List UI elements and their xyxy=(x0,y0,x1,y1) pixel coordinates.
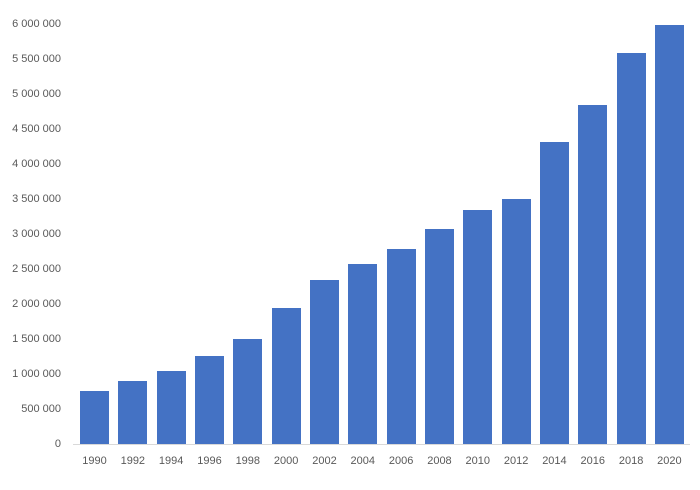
y-axis-tick-label: 2 500 000 xyxy=(12,262,61,275)
y-axis: 0 500 000 1 000 000 1 500 000 2 000 000 2 500… xyxy=(0,18,61,450)
x-axis-label-2004: 2004 xyxy=(350,455,376,467)
bar-2012 xyxy=(501,199,531,444)
y-axis-tick-label: 5 000 000 xyxy=(12,87,61,100)
y-axis-tick-label: 1 500 000 xyxy=(12,332,61,345)
y-axis-tick-label: 2 000 000 xyxy=(12,297,61,310)
y-axis-tick-label: 0 xyxy=(54,437,61,450)
y-axis-tick-label: 4 000 000 xyxy=(12,157,61,170)
x-axis-label-2014: 2014 xyxy=(542,455,567,467)
bar-1996 xyxy=(194,355,224,444)
bar-2020 xyxy=(654,24,684,444)
x-axis-label-2002: 2002 xyxy=(312,455,337,467)
x-axis-label-1996: 1996 xyxy=(197,455,222,467)
y-axis-tick-label: 4 500 000 xyxy=(12,122,61,135)
x-axis-label-2008: 2008 xyxy=(427,455,452,467)
bar-2006 xyxy=(386,249,416,444)
plot-area xyxy=(73,24,690,445)
bar-2008 xyxy=(424,229,454,444)
bar-1994 xyxy=(156,370,186,444)
bar-1992 xyxy=(118,380,148,444)
x-axis-label-2006: 2006 xyxy=(388,455,414,467)
y-axis-tick-label: 500 000 xyxy=(21,402,61,415)
bar-2000 xyxy=(271,307,301,444)
bar-2014 xyxy=(539,141,569,444)
y-axis-tick-label: 1 000 000 xyxy=(12,367,61,380)
x-axis-label-2010: 2010 xyxy=(465,455,491,467)
bar-2002 xyxy=(309,280,339,444)
x-axis: 1990 1992 1994 1996 1998 2000 2002 2004 2006 2008… xyxy=(80,455,684,468)
x-axis-label-1990: 1990 xyxy=(82,455,107,467)
x-axis-label-2020: 2020 xyxy=(657,455,682,467)
bar-2004 xyxy=(348,264,378,444)
y-axis-tick-label: 3 500 000 xyxy=(12,192,61,205)
y-axis-tick-label: 6 000 000 xyxy=(12,17,61,30)
x-axis-label-1994: 1994 xyxy=(158,455,184,467)
x-axis-label-1992: 1992 xyxy=(120,455,146,467)
bar-2010 xyxy=(463,210,493,444)
bar-1990 xyxy=(80,391,109,444)
y-axis-tick-label: 5 500 000 xyxy=(12,52,61,65)
bar-2016 xyxy=(578,104,608,444)
x-axis-label-2016: 2016 xyxy=(580,455,605,467)
x-axis-label-2012: 2012 xyxy=(503,455,529,467)
bar-1998 xyxy=(233,339,263,444)
x-axis-label-2000: 2000 xyxy=(273,455,299,467)
y-axis-tick-label: 3 000 000 xyxy=(12,227,61,240)
bars-row xyxy=(80,24,684,444)
x-axis-label-2018: 2018 xyxy=(618,455,644,467)
bar-2018 xyxy=(616,53,646,444)
x-axis-label-1998: 1998 xyxy=(235,455,261,467)
